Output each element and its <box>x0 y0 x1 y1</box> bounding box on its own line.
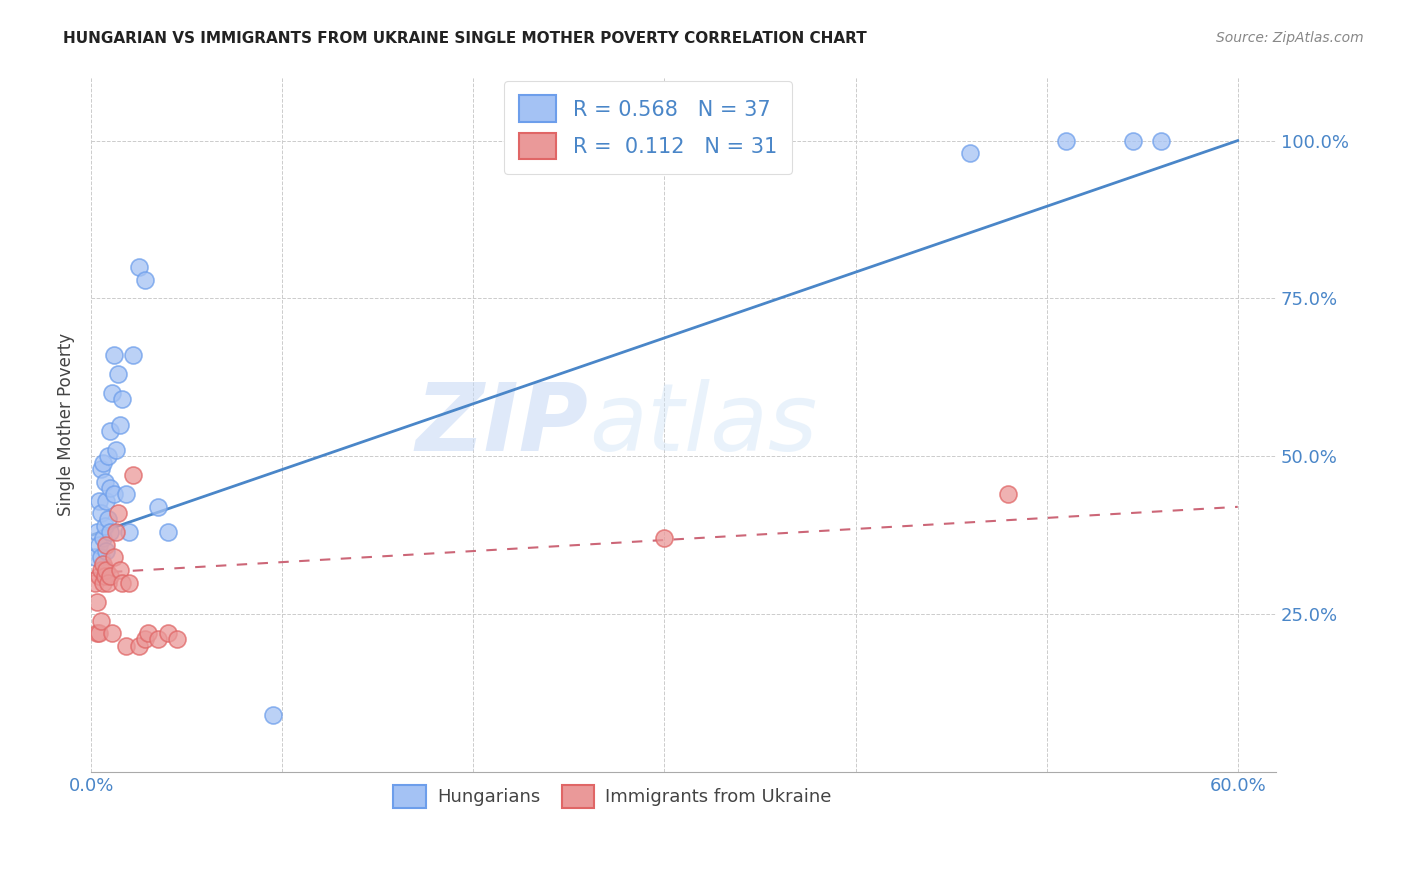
Point <box>98 569 121 583</box>
Point <box>997 487 1019 501</box>
Point <box>108 563 131 577</box>
Point <box>96 563 118 577</box>
Point <box>90 550 112 565</box>
Point <box>128 639 150 653</box>
Point <box>146 500 169 514</box>
Point <box>107 506 129 520</box>
Point <box>111 392 134 407</box>
Legend: Hungarians, Immigrants from Ukraine: Hungarians, Immigrants from Ukraine <box>387 778 838 815</box>
Point <box>118 575 141 590</box>
Point <box>97 450 120 464</box>
Point <box>87 626 110 640</box>
Point <box>91 456 114 470</box>
Point <box>128 260 150 274</box>
Point <box>101 626 124 640</box>
Point <box>111 575 134 590</box>
Point <box>93 569 115 583</box>
Point <box>108 417 131 432</box>
Point <box>1122 134 1144 148</box>
Point <box>166 632 188 647</box>
Point <box>98 525 121 540</box>
Text: atlas: atlas <box>589 379 817 470</box>
Point <box>1150 134 1173 148</box>
Point <box>104 525 127 540</box>
Point <box>114 639 136 653</box>
Text: ZIP: ZIP <box>416 379 589 471</box>
Point <box>91 532 114 546</box>
Point <box>86 626 108 640</box>
Text: HUNGARIAN VS IMMIGRANTS FROM UKRAINE SINGLE MOTHER POVERTY CORRELATION CHART: HUNGARIAN VS IMMIGRANTS FROM UKRAINE SIN… <box>63 31 868 46</box>
Point <box>98 481 121 495</box>
Y-axis label: Single Mother Poverty: Single Mother Poverty <box>58 334 75 516</box>
Point <box>103 348 125 362</box>
Point <box>87 538 110 552</box>
Point <box>93 518 115 533</box>
Point <box>91 575 114 590</box>
Text: Source: ZipAtlas.com: Source: ZipAtlas.com <box>1216 31 1364 45</box>
Point <box>107 368 129 382</box>
Point <box>654 532 676 546</box>
Point <box>90 506 112 520</box>
Point <box>90 614 112 628</box>
Point <box>87 493 110 508</box>
Point <box>90 563 112 577</box>
Point <box>103 487 125 501</box>
Point <box>96 493 118 508</box>
Point <box>101 386 124 401</box>
Point <box>156 525 179 540</box>
Point <box>146 632 169 647</box>
Point <box>122 468 145 483</box>
Point <box>138 626 160 640</box>
Point <box>959 146 981 161</box>
Point <box>86 594 108 608</box>
Point <box>96 538 118 552</box>
Point <box>134 632 156 647</box>
Point <box>97 575 120 590</box>
Point <box>118 525 141 540</box>
Point <box>98 424 121 438</box>
Point <box>87 569 110 583</box>
Point <box>90 462 112 476</box>
Point <box>114 487 136 501</box>
Point <box>86 525 108 540</box>
Point <box>93 475 115 489</box>
Point <box>134 272 156 286</box>
Point <box>91 557 114 571</box>
Point <box>156 626 179 640</box>
Point <box>84 550 107 565</box>
Point <box>103 550 125 565</box>
Point <box>84 575 107 590</box>
Point <box>122 348 145 362</box>
Point <box>96 544 118 558</box>
Point <box>262 708 284 723</box>
Point <box>1054 134 1077 148</box>
Point <box>97 512 120 526</box>
Point <box>104 443 127 458</box>
